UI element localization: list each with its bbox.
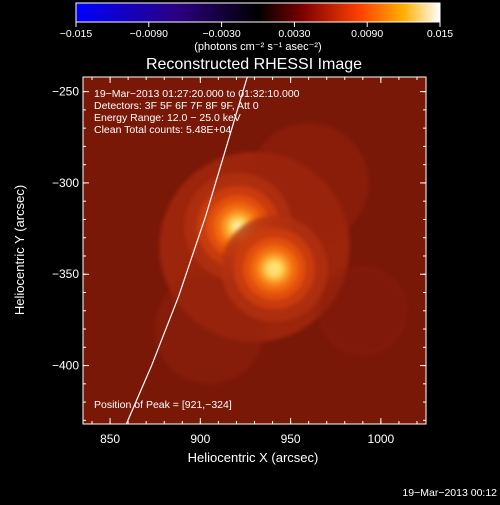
y-tick-label: −250 (52, 85, 79, 99)
chart-title: Reconstructed RHESSI Image (146, 56, 362, 73)
colorbar (75, 2, 441, 23)
x-tick-label: 850 (100, 432, 120, 446)
y-axis-label: Heliocentric Y (arcsec) (12, 185, 27, 315)
x-tick-label: 1000 (368, 432, 395, 446)
annotation-line: Energy Range: 12.0 − 25.0 keV (94, 112, 241, 124)
colorbar-tick-label: −0.0030 (202, 28, 240, 40)
source-2 (221, 215, 328, 323)
annotation-line: Clean Total counts: 5.48E+04 (94, 124, 231, 136)
annotation-line: 19−Mar−2013 01:27:20.000 to 01:32:10.000 (94, 88, 300, 100)
peak-position-label: Position of Peak = [921,−324] (94, 399, 232, 411)
y-tick-label: −300 (52, 176, 79, 190)
solar-limb-curve (125, 77, 248, 424)
colorbar-tick-label: 0.0030 (278, 28, 310, 40)
y-tick-label: −350 (52, 267, 79, 281)
annotation-block: 19−Mar−2013 01:27:20.000 to 01:32:10.000… (94, 88, 300, 136)
x-axis-label: Heliocentric X (arcsec) (188, 450, 319, 465)
colorbar-unit-label: (photons cm⁻² s⁻¹ asec⁻²) (194, 41, 321, 53)
footer-timestamp: 19−Mar−2013 00:12 (402, 487, 497, 499)
colorbar-tick-label: −0.015 (60, 28, 93, 40)
y-axis-ticks: −250 −300 −350 −400 (52, 85, 426, 421)
annotation-line: Detectors: 3F 5F 6F 7F 8F 9F, Att 0 (94, 100, 259, 112)
colorbar-tick-label: −0.0090 (130, 28, 168, 40)
source-contour (266, 261, 282, 277)
haze-blob (317, 265, 408, 356)
x-axis-ticks: 850 900 950 1000 (91, 77, 418, 446)
heatmap-sources (184, 172, 328, 323)
colorbar-ticks: −0.015 −0.0090 −0.0030 0.0030 0.0090 0.015 (60, 22, 453, 40)
x-tick-label: 950 (281, 432, 301, 446)
colorbar-tick-label: 0.015 (427, 28, 453, 40)
x-tick-label: 900 (190, 432, 210, 446)
y-tick-label: −400 (52, 359, 79, 373)
heatmap-area (83, 77, 426, 424)
colorbar-tick-label: 0.0090 (351, 28, 383, 40)
